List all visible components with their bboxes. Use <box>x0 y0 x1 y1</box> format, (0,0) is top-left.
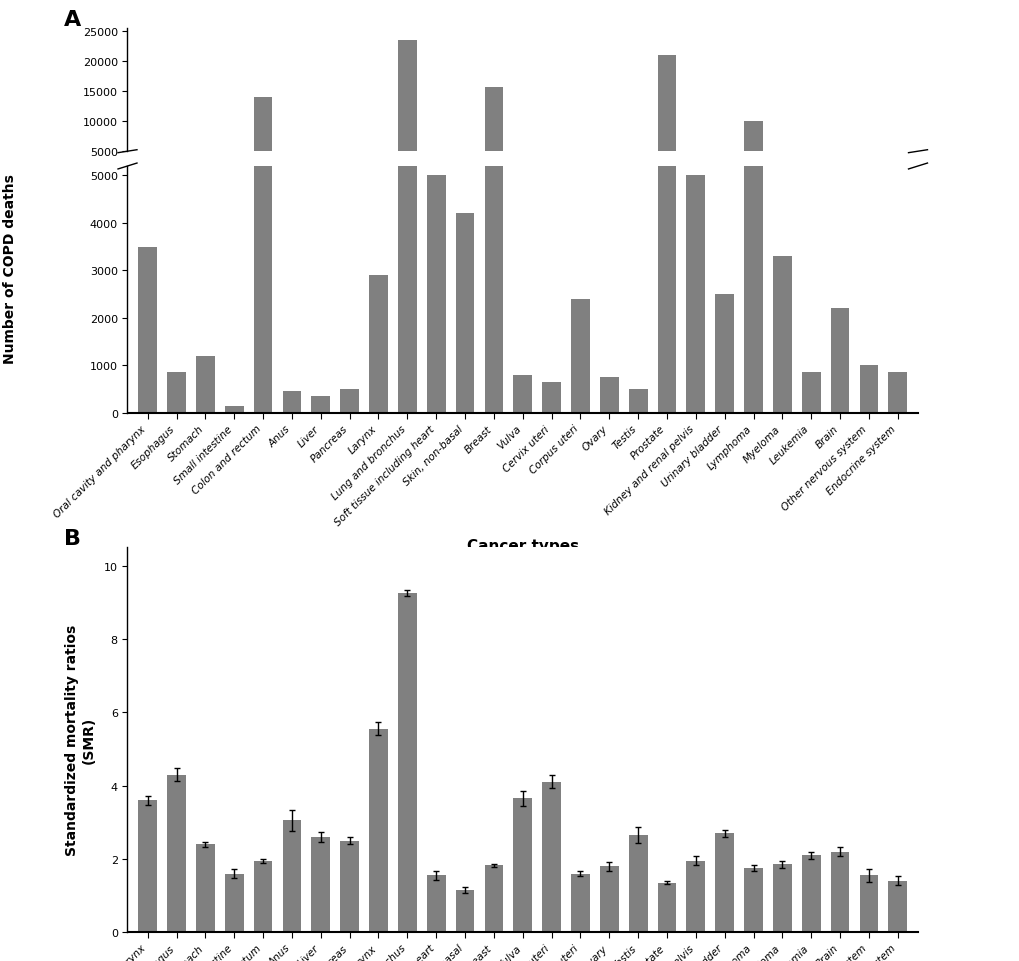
Bar <box>859 875 877 932</box>
Bar <box>542 782 560 932</box>
Bar <box>714 167 734 182</box>
Bar <box>772 162 791 182</box>
Bar <box>888 177 906 182</box>
Bar <box>859 366 877 413</box>
Bar <box>196 175 215 182</box>
Bar <box>628 179 647 182</box>
Bar <box>829 169 849 182</box>
Bar <box>628 389 647 413</box>
Bar <box>599 178 619 182</box>
Bar <box>888 881 906 932</box>
Bar <box>139 247 157 413</box>
Bar <box>859 176 877 182</box>
Bar <box>513 177 532 182</box>
Bar <box>628 835 647 932</box>
Text: Number of COPD deaths: Number of COPD deaths <box>3 174 17 364</box>
Bar <box>571 874 589 932</box>
Bar <box>571 300 589 413</box>
Bar <box>455 890 474 932</box>
Bar <box>484 866 502 932</box>
Bar <box>657 56 676 182</box>
Bar <box>772 865 791 932</box>
Bar <box>599 866 619 932</box>
Bar <box>196 845 215 932</box>
Bar <box>744 868 762 932</box>
Bar <box>686 152 704 182</box>
Bar <box>254 98 272 182</box>
Bar <box>744 122 762 182</box>
Bar <box>801 855 820 932</box>
Bar <box>196 357 215 413</box>
Bar <box>542 178 560 182</box>
Bar <box>167 373 185 413</box>
Bar <box>397 41 417 182</box>
Bar <box>657 883 676 932</box>
Bar <box>254 861 272 932</box>
Text: A: A <box>64 11 82 31</box>
Bar <box>714 295 734 413</box>
Bar <box>455 157 474 182</box>
Bar <box>282 392 301 413</box>
Bar <box>282 180 301 182</box>
Bar <box>455 214 474 413</box>
Bar <box>139 801 157 932</box>
Bar <box>397 0 417 413</box>
Bar <box>484 87 502 182</box>
Bar <box>426 176 445 413</box>
Bar <box>340 841 359 932</box>
Bar <box>571 167 589 182</box>
Bar <box>888 373 906 413</box>
Bar <box>599 378 619 413</box>
Bar <box>686 176 704 413</box>
Bar <box>801 373 820 413</box>
Bar <box>397 594 417 932</box>
Bar <box>484 0 502 413</box>
Bar <box>829 309 849 413</box>
Bar <box>311 180 330 182</box>
Bar <box>426 875 445 932</box>
Bar <box>772 257 791 413</box>
Bar <box>340 179 359 182</box>
Bar <box>369 729 387 932</box>
Bar <box>369 164 387 182</box>
Bar <box>542 382 560 413</box>
Y-axis label: Standardized mortality ratios
(SMR): Standardized mortality ratios (SMR) <box>65 625 96 855</box>
Bar <box>657 0 676 413</box>
Bar <box>311 397 330 413</box>
Bar <box>224 407 244 413</box>
Bar <box>426 152 445 182</box>
Bar <box>167 775 185 932</box>
Bar <box>369 276 387 413</box>
Text: B: B <box>64 529 82 549</box>
Bar <box>167 177 185 182</box>
Bar <box>139 161 157 182</box>
Bar <box>224 874 244 932</box>
Bar <box>829 851 849 932</box>
Bar <box>340 389 359 413</box>
X-axis label: Cancer types: Cancer types <box>467 538 578 554</box>
Bar <box>801 177 820 182</box>
Bar <box>311 837 330 932</box>
Bar <box>254 0 272 413</box>
Bar <box>714 833 734 932</box>
Bar <box>686 861 704 932</box>
Bar <box>513 799 532 932</box>
Bar <box>282 821 301 932</box>
Bar <box>513 376 532 413</box>
Bar <box>744 0 762 413</box>
